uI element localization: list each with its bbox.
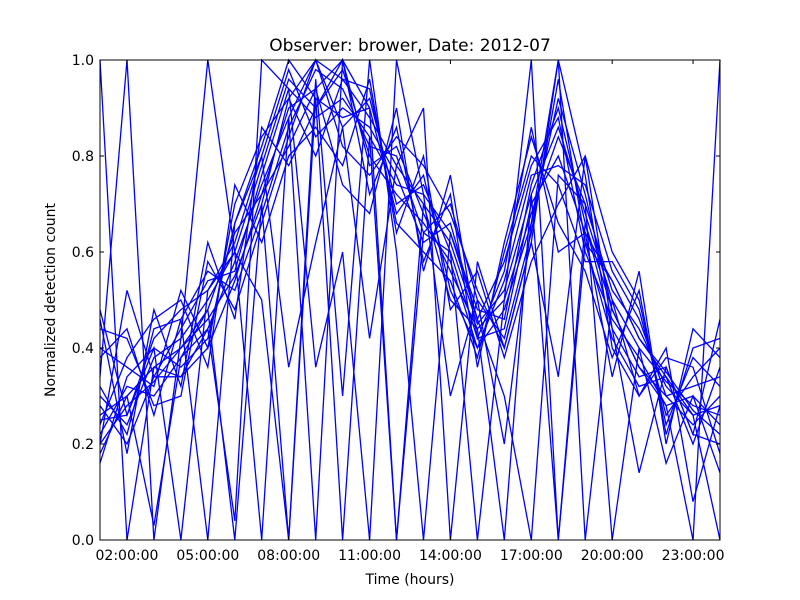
y-tick-label: 0.4 (72, 341, 94, 357)
series-line-9 (99, 78, 721, 417)
y-tick-label: 0.2 (72, 437, 94, 453)
series-line-5 (99, 58, 721, 435)
x-tick-label: 11:00:00 (338, 548, 401, 564)
x-tick-label: 20:00:00 (581, 548, 644, 564)
x-tick-label: 05:00:00 (176, 548, 239, 564)
series-layer (99, 57, 721, 541)
y-axis-label: Normalized detection count (43, 203, 59, 397)
y-tick-label: 0.8 (72, 149, 94, 165)
x-tick-label: 23:00:00 (662, 548, 725, 564)
plot-frame (99, 59, 721, 541)
x-axis-label: Time (hours) (365, 572, 455, 588)
x-tick-label: 17:00:00 (500, 548, 563, 564)
x-tick-label: 08:00:00 (257, 548, 320, 564)
series-line-1 (99, 59, 721, 445)
tick-layer: 02:00:00 05:00:00 08:00:00 11:00:00 14:00:00… (72, 53, 725, 564)
series-line-12 (99, 58, 721, 454)
y-tick-label: 1.0 (72, 53, 94, 69)
chart-title: Observer: brower, Date: 2012-07 (269, 36, 551, 56)
y-tick-label: 0.0 (72, 533, 94, 549)
series-line-14 (99, 57, 721, 541)
series-line-17 (99, 107, 721, 541)
series-line-4 (99, 67, 721, 426)
series-line-13 (99, 59, 721, 541)
x-tick-label: 14:00:00 (419, 548, 482, 564)
plot-area (100, 60, 720, 540)
y-tick-label: 0.6 (72, 245, 94, 261)
series-line-18 (99, 86, 721, 445)
series-line-16 (99, 59, 721, 541)
x-tick-label: 02:00:00 (96, 548, 159, 564)
